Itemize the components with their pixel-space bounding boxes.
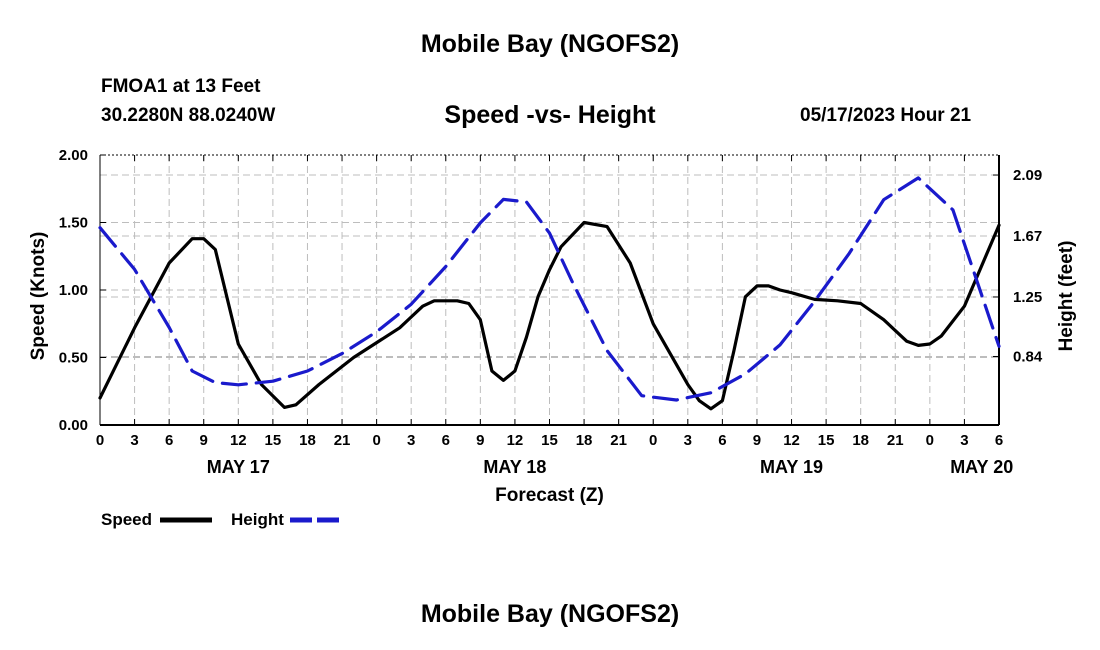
y-tick-label: 1.50 — [59, 215, 88, 232]
chart-subtitle: Speed -vs- Height — [444, 101, 656, 129]
y2-axis-title: Height (feet) — [1056, 241, 1077, 352]
y-tick-label: 2.00 — [59, 147, 88, 164]
x-tick-label: 0 — [96, 432, 104, 449]
y2-tick-label: 1.25 — [1013, 289, 1042, 306]
x-tick-label: 6 — [718, 432, 726, 449]
x-axis-title: Forecast (Z) — [495, 485, 604, 506]
legend-label-height: Height — [231, 510, 284, 529]
y2-tick-label: 2.09 — [1013, 167, 1042, 184]
y-axis-title: Speed (Knots) — [28, 232, 49, 361]
x-tick-label: 0 — [372, 432, 380, 449]
date-label: MAY 17 — [207, 457, 270, 477]
legend-label-speed: Speed — [101, 510, 152, 529]
axes — [99, 154, 1000, 426]
y-tick-label: 0.00 — [59, 417, 88, 434]
y2-tick-label: 0.84 — [1013, 348, 1043, 365]
date-label: MAY 18 — [483, 457, 546, 477]
x-tick-label: 18 — [299, 432, 316, 449]
x-tick-label: 3 — [130, 432, 138, 449]
x-tick-label: 12 — [230, 432, 247, 449]
series-group — [98, 176, 1001, 411]
x-tick-label: 6 — [442, 432, 450, 449]
speed-line — [98, 220, 1001, 411]
date-label: MAY 19 — [760, 457, 823, 477]
x-tick-label: 9 — [476, 432, 484, 449]
x-tick-label: 15 — [818, 432, 835, 449]
x-tick-label: 15 — [265, 432, 282, 449]
x-tick-label: 21 — [887, 432, 904, 449]
x-tick-label: 9 — [200, 432, 208, 449]
x-tick-label: 6 — [165, 432, 173, 449]
grid-lines — [100, 155, 999, 425]
footer-title: Mobile Bay (NGOFS2) — [420, 600, 680, 628]
main-title: Mobile Bay (NGOFS2) — [420, 30, 680, 58]
date-label: MAY 20 — [950, 457, 1013, 477]
x-tick-label: 15 — [541, 432, 558, 449]
y-tick-label: 1.00 — [59, 282, 88, 299]
forecast-datetime: 05/17/2023 Hour 21 — [800, 105, 972, 126]
x-tick-label: 18 — [852, 432, 869, 449]
x-tick-label: 6 — [995, 432, 1003, 449]
x-tick-label: 0 — [926, 432, 934, 449]
legend: Speed Height — [101, 510, 342, 529]
x-tick-label: 12 — [507, 432, 524, 449]
station-coordinates: 30.2280N 88.0240W — [101, 105, 276, 126]
y-tick-label: 0.50 — [59, 350, 88, 367]
x-tick-label: 3 — [407, 432, 415, 449]
height-line — [98, 176, 1001, 402]
station-label: FMOA1 at 13 Feet — [101, 76, 261, 97]
x-tick-label: 12 — [783, 432, 800, 449]
x-tick-label: 21 — [610, 432, 627, 449]
x-tick-label: 18 — [576, 432, 593, 449]
x-tick-label: 3 — [960, 432, 968, 449]
x-tick-label: 0 — [649, 432, 657, 449]
x-tick-label: 3 — [684, 432, 692, 449]
y2-tick-label: 1.67 — [1013, 228, 1042, 245]
axis-labels: 0 3 6 9 12 15 18 21 0 3 6 9 12 15 18 21 0 3 6 9 12 15 18 21 0 3 6 0… — [28, 147, 1077, 506]
x-tick-label: 9 — [753, 432, 761, 449]
x-tick-label: 21 — [334, 432, 351, 449]
